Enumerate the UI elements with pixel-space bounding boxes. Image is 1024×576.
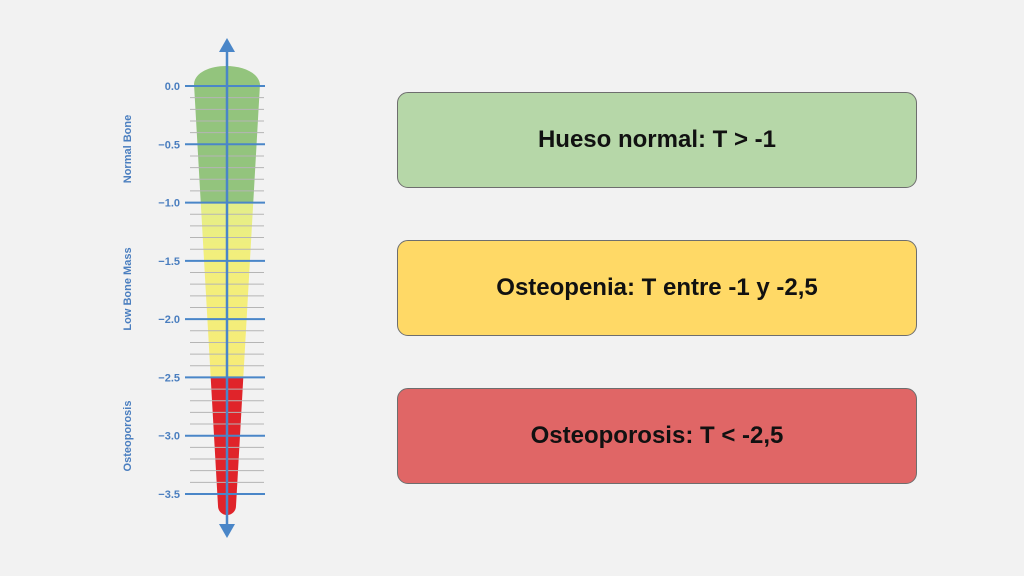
- major-ticks: [185, 85, 265, 495]
- tick-label: −1.5: [158, 256, 180, 268]
- tick-label: −2.0: [158, 314, 180, 326]
- normal-bone-card-text: Hueso normal: T > -1: [537, 126, 777, 153]
- bone-density-gauge: 0.0 −0.5 −1.0 −1.5 −2.0 −2.5 −3.0 −3.5 Normal B…: [122, 38, 265, 538]
- osteoporosis-card-text: Osteoporosis: T < -2,5: [530, 422, 784, 449]
- gauge-fill: [194, 66, 260, 515]
- zone-fill-low-bone-mass: [194, 202, 260, 378]
- tick-label: 0.0: [165, 81, 180, 93]
- tick-labels: 0.0 −0.5 −1.0 −1.5 −2.0 −2.5 −3.0 −3.5: [158, 81, 180, 501]
- tick-label: −3.5: [158, 489, 180, 501]
- axis-arrow-down-icon: [219, 524, 235, 538]
- tick-label: −2.5: [158, 372, 180, 384]
- normal-bone-card: Hueso normal: T > -1: [397, 92, 917, 188]
- tick-label: −3.0: [158, 431, 180, 443]
- tick-label: −1.0: [158, 198, 180, 210]
- osteoporosis-card: Osteoporosis: T < -2,5: [397, 388, 917, 484]
- zone-label-osteoporosis: Osteoporosis: [122, 401, 134, 472]
- osteopenia-card: Osteopenia: T entre -1 y -2,5: [397, 240, 917, 336]
- osteopenia-card-text: Osteopenia: T entre -1 y -2,5: [496, 274, 818, 301]
- zone-label-low-bone-mass: Low Bone Mass: [122, 247, 134, 330]
- axis-arrow-up-icon: [219, 38, 235, 52]
- zone-label-normal-bone: Normal Bone: [122, 115, 134, 183]
- tick-label: −0.5: [158, 139, 180, 151]
